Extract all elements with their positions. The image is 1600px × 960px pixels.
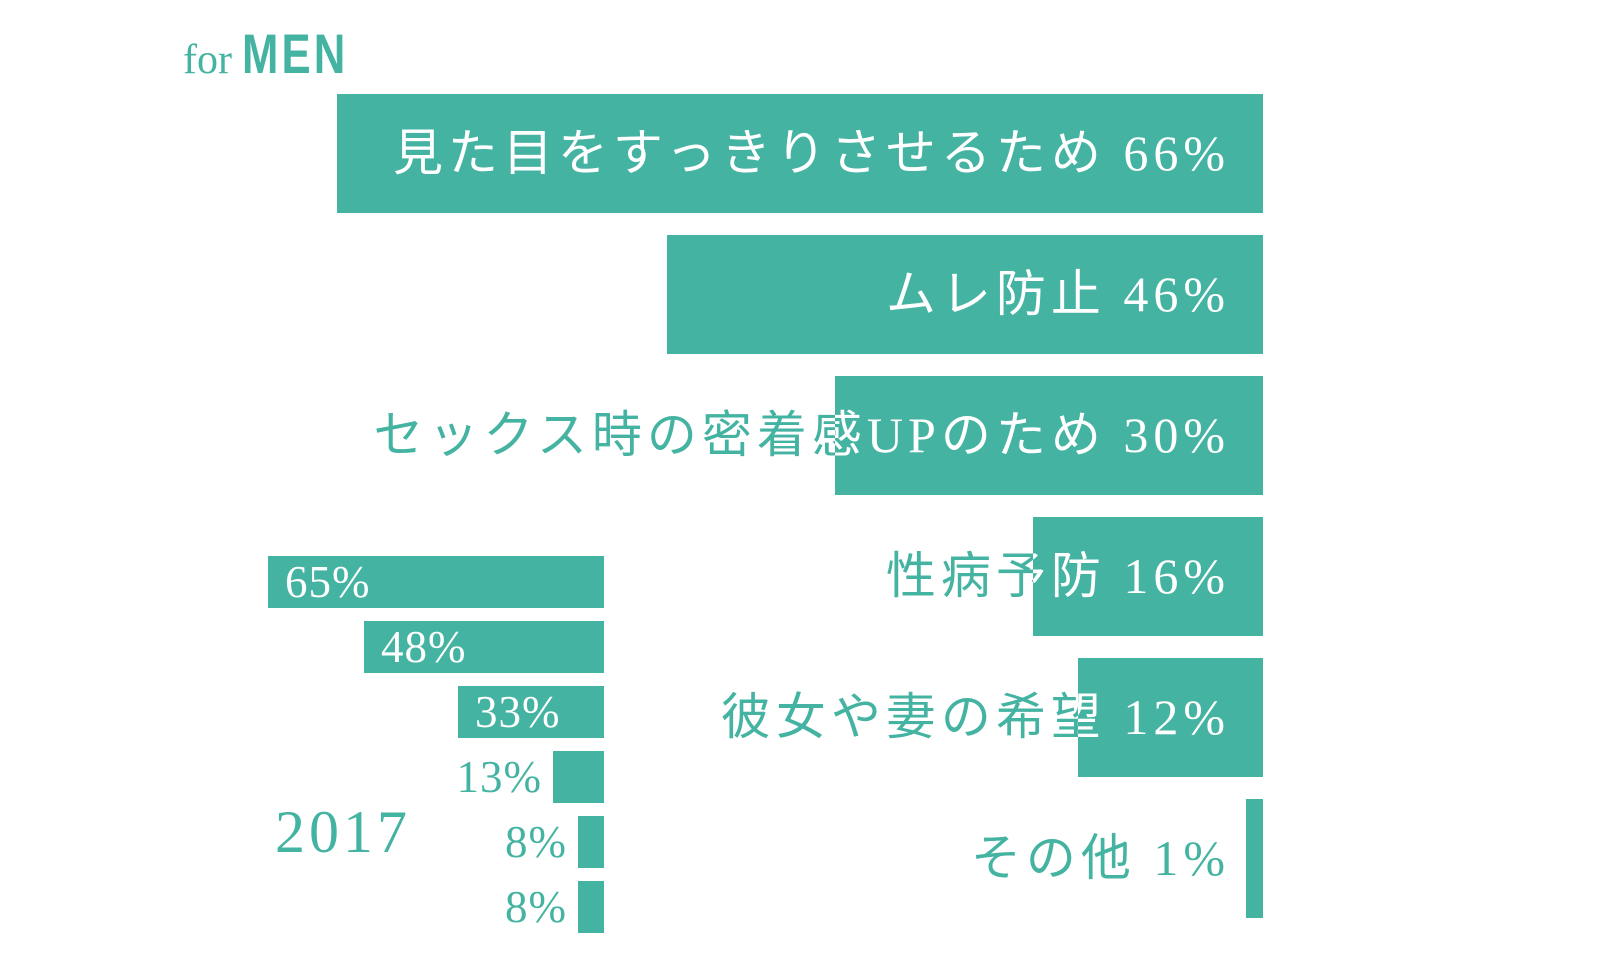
bar-sonota: その他 1% [1246,799,1263,918]
bar-label: セックス時の密着感UPのため 30% [835,407,1230,463]
mini-bar-row: 13% [0,751,604,803]
mini-bar-8b [578,881,604,933]
mini-bar-33: 33% [458,686,604,738]
bar-label: ムレ防止 46% [885,266,1230,322]
mini-bar-8a [578,816,604,868]
mini-bar-label: 8% [505,882,567,932]
bar-row-appearance: 見た目をすっきりさせるため 66% 見た目をすっきりさせるため 66% [0,94,1263,213]
mini-bar-row: 8% [0,816,604,868]
title-main: MEN [241,22,349,85]
mini-bar-13 [553,751,604,803]
mini-bar-48: 48% [364,621,604,673]
bar-row-kibou: 彼女や妻の希望 12% 彼女や妻の希望 12% [0,658,1263,777]
bar-row-seibyo: 性病予防 16% 性病予防 16% [0,517,1263,636]
bar-row-micchaku: セックス時の密着感UPのため 30% セックス時の密着感UPのため 30% [0,376,1263,495]
mini-bar-label: 8% [505,817,567,867]
bar-appearance: 見た目をすっきりさせるため 66% [337,94,1263,213]
mini-bar-65: 65% [268,556,604,608]
bar-label-spill: その他 1% [970,830,1230,886]
bar-mure: ムレ防止 46% [667,235,1263,354]
bar-label: 彼女や妻の希望 12% [1078,689,1230,745]
mini-bar-row: 65% [0,556,604,608]
mini-bar-label: 33% [475,687,561,737]
bar-row-sonota: その他 1% その他 1% [0,799,1263,918]
chart-title: for MEN [183,22,378,86]
bar-label: 見た目をすっきりさせるため 66% [392,125,1230,181]
bar-row-mure: ムレ防止 46% ムレ防止 46% [0,235,1263,354]
year-label: 2017 [275,799,411,865]
bar-micchaku: セックス時の密着感UPのため 30% [835,376,1263,495]
mini-bar-row: 33% [0,686,604,738]
mini-bar-row: 48% [0,621,604,673]
mini-bar-label: 48% [381,622,467,672]
bar-kibou: 彼女や妻の希望 12% [1078,658,1263,777]
bar-seibyo: 性病予防 16% [1033,517,1263,636]
title-prefix: for [183,37,232,83]
bar-label: 性病予防 16% [1033,548,1230,604]
mini-bar-row: 8% [0,881,604,933]
mini-bar-label: 13% [456,752,542,802]
mini-bar-label: 65% [285,557,371,607]
